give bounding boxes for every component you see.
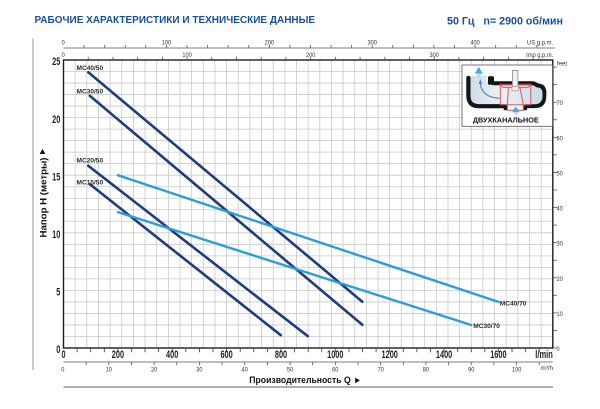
- svg-text:0: 0: [62, 52, 66, 59]
- svg-text:MC40/50: MC40/50: [77, 65, 104, 72]
- svg-text:m³/h: m³/h: [541, 365, 554, 372]
- svg-text:10: 10: [106, 367, 113, 374]
- svg-text:80: 80: [423, 367, 430, 374]
- svg-text:20: 20: [151, 367, 158, 374]
- svg-text:200: 200: [265, 40, 275, 47]
- svg-text:Производительность Q: Производительность Q: [249, 375, 350, 385]
- svg-text:50: 50: [287, 367, 294, 374]
- svg-text:РАБОЧИЕ ХАРАКТЕРИСТИКИ И ТЕХНИ: РАБОЧИЕ ХАРАКТЕРИСТИКИ И ТЕХНИЧЕСКИЕ ДАН…: [35, 15, 316, 26]
- svg-text:60: 60: [557, 135, 564, 142]
- svg-text:300: 300: [368, 40, 378, 47]
- svg-text:ДВУХКАНАЛЬНОЕ: ДВУХКАНАЛЬНОЕ: [473, 116, 539, 125]
- svg-text:300: 300: [430, 52, 440, 59]
- svg-text:1400: 1400: [436, 349, 452, 361]
- svg-text:MC40/70: MC40/70: [500, 301, 527, 308]
- svg-text:MC30/70: MC30/70: [473, 323, 500, 330]
- svg-text:100: 100: [182, 52, 192, 59]
- svg-text:0: 0: [557, 346, 560, 353]
- svg-text:70: 70: [557, 100, 564, 107]
- svg-text:10: 10: [557, 311, 564, 318]
- svg-text:800: 800: [275, 349, 287, 361]
- svg-text:1200: 1200: [382, 349, 398, 361]
- svg-text:400: 400: [166, 349, 178, 361]
- svg-text:70: 70: [377, 367, 384, 374]
- svg-text:30: 30: [196, 367, 203, 374]
- svg-text:feet: feet: [557, 60, 567, 67]
- svg-text:MC30/50: MC30/50: [77, 88, 104, 95]
- svg-text:MC20/50: MC20/50: [77, 158, 104, 165]
- svg-text:0: 0: [56, 344, 60, 356]
- svg-text:0: 0: [61, 349, 65, 361]
- svg-text:MC15/50: MC15/50: [77, 179, 104, 186]
- svg-text:100: 100: [162, 40, 172, 47]
- svg-text:Напор Н (метры): Напор Н (метры): [39, 158, 50, 238]
- svg-text:50: 50: [557, 170, 564, 177]
- svg-text:Imp g.p.m.: Imp g.p.m.: [526, 52, 553, 59]
- svg-text:5: 5: [56, 287, 60, 299]
- svg-text:l/min: l/min: [535, 349, 553, 361]
- svg-text:20: 20: [557, 276, 564, 283]
- svg-text:0: 0: [61, 367, 65, 374]
- svg-text:50 Гц n= 2900 об/мин: 50 Гц n= 2900 об/мин: [447, 16, 563, 28]
- svg-text:30: 30: [557, 241, 564, 248]
- svg-text:40: 40: [242, 367, 249, 374]
- svg-text:10: 10: [52, 229, 60, 241]
- svg-text:US g.p.m.: US g.p.m.: [527, 40, 553, 47]
- svg-text:90: 90: [468, 367, 475, 374]
- svg-text:100: 100: [512, 367, 522, 374]
- svg-text:20: 20: [52, 114, 60, 126]
- svg-text:40: 40: [557, 206, 564, 213]
- svg-text:25: 25: [52, 56, 60, 68]
- svg-text:400: 400: [470, 40, 480, 47]
- svg-text:60: 60: [332, 367, 339, 374]
- svg-text:200: 200: [306, 52, 316, 59]
- svg-text:1000: 1000: [327, 349, 343, 361]
- svg-text:200: 200: [112, 349, 124, 361]
- svg-text:600: 600: [220, 349, 232, 361]
- svg-text:1600: 1600: [490, 349, 506, 361]
- svg-text:0: 0: [62, 40, 66, 47]
- svg-text:15: 15: [52, 171, 60, 183]
